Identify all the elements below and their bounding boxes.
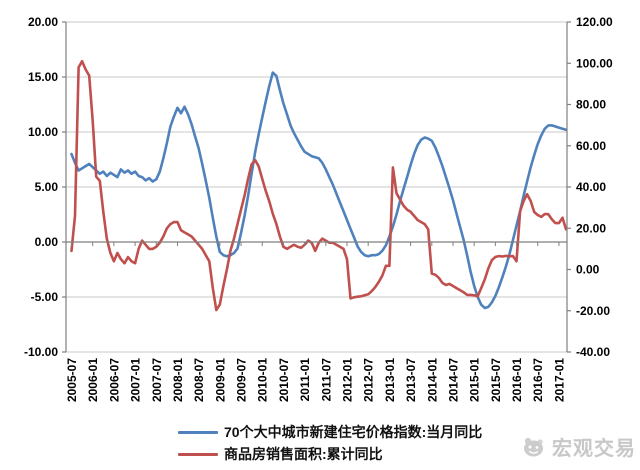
x-axis-tick-label: 2010-01 [256, 358, 270, 402]
legend-line-sample-blue [178, 430, 218, 434]
x-axis-tick-label: 2016-01 [510, 358, 524, 402]
x-axis-tick-label: 2011-07 [319, 358, 333, 402]
right-axis-tick-label: -40.00 [576, 345, 610, 359]
right-axis-ticks: 120.00 100.00 80.00 60.00 40.00 20.00 0.00 -20.… [567, 15, 613, 359]
legend-item-sales-area: 商品房销售面积:累计同比 [178, 445, 482, 463]
series-line-price-index [70, 71, 568, 310]
series-lines [70, 59, 568, 312]
x-axis-tick-label: 2012-01 [341, 358, 355, 402]
x-axis-tick-label: 2006-01 [86, 358, 100, 402]
x-axis-tick-label: 2015-01 [468, 358, 482, 402]
watermark: 宏观交易 [520, 432, 636, 461]
left-axis-tick-label: 5.00 [35, 180, 59, 194]
x-axis-tick-label: 2016-07 [531, 358, 545, 402]
left-axis-tick-label: 20.00 [28, 15, 58, 29]
x-axis-tick-label: 2011-01 [298, 358, 312, 402]
x-axis-tick-label: 2008-07 [192, 358, 206, 402]
right-axis-tick-label: 40.00 [576, 180, 606, 194]
left-axis-ticks: 20.00 15.00 10.00 5.00 0.00 -5.00 -10.00 [24, 15, 66, 359]
x-axis-tick-label: 2007-07 [150, 358, 164, 402]
legend-item-price-index: 70个大中城市新建住宅价格指数:当月同比 [178, 423, 482, 441]
legend-label-price-index: 70个大中城市新建住宅价格指数:当月同比 [224, 424, 483, 440]
x-axis-tick-label: 2014-01 [425, 358, 439, 402]
left-axis-tick-label: -10.00 [24, 345, 58, 359]
x-axis-ticks: 2005-07 2006-01 2006-07 2007-01 2007-07 2008-… [65, 242, 566, 402]
x-axis-tick-label: 2017-01 [552, 358, 566, 402]
x-axis-tick-label: 2007-01 [129, 358, 143, 402]
right-axis-tick-label: 20.00 [576, 221, 606, 235]
x-axis-tick-label: 2014-07 [446, 358, 460, 402]
right-axis-tick-label: 120.00 [576, 15, 613, 29]
left-axis-tick-label: 15.00 [28, 70, 58, 84]
x-axis-tick-label: 2009-07 [235, 358, 249, 402]
legend-line-sample-red [178, 452, 218, 456]
left-axis-tick-label: 0.00 [35, 235, 59, 249]
x-axis-tick-label: 2005-07 [65, 358, 79, 402]
watermark-logo [524, 437, 543, 456]
right-axis-tick-label: 100.00 [576, 56, 613, 70]
watermark-text: 宏观交易 [552, 438, 636, 460]
x-axis-tick-label: 2015-07 [489, 358, 503, 402]
left-axis-tick-label: -5.00 [31, 290, 59, 304]
gridlines [66, 21, 567, 353]
x-axis-tick-label: 2006-07 [107, 358, 121, 402]
x-axis-tick-label: 2010-07 [277, 358, 291, 402]
left-axis-tick-label: 10.00 [28, 125, 58, 139]
x-axis-tick-label: 2013-01 [383, 358, 397, 402]
right-axis-tick-label: -20.00 [576, 304, 610, 318]
x-axis-tick-label: 2008-01 [171, 358, 185, 402]
x-axis-tick-label: 2009-01 [213, 358, 227, 402]
legend: 70个大中城市新建住宅价格指数:当月同比 商品房销售面积:累计同比 [178, 423, 482, 463]
right-axis-tick-label: 60.00 [576, 139, 606, 153]
right-axis-tick-label: 80.00 [576, 98, 606, 112]
right-axis-tick-label: 0.00 [576, 263, 600, 277]
series-line-sales-area [70, 59, 568, 312]
legend-label-sales-area: 商品房销售面积:累计同比 [224, 446, 383, 462]
x-axis-tick-label: 2013-07 [404, 358, 418, 402]
x-axis-tick-label: 2012-07 [362, 358, 376, 402]
